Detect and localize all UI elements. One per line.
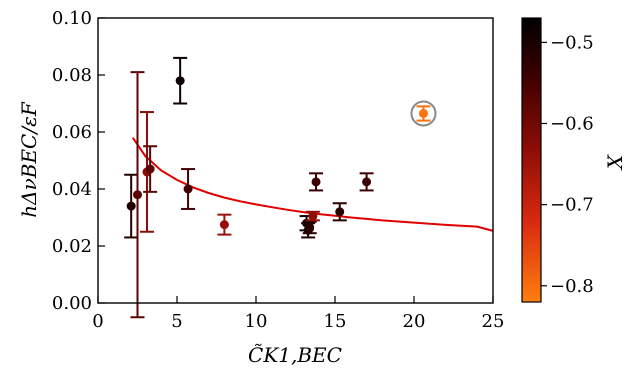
x-tick-label: 15 — [324, 311, 347, 332]
x-axis-title: C̃K1,BEC — [248, 343, 342, 367]
colorbar-ticks: −0.5 −0.6 −0.7 −0.8 — [541, 32, 594, 297]
data-point — [217, 213, 232, 236]
plot-frame — [97, 17, 494, 304]
y-tick-label: 0.08 — [52, 65, 92, 86]
data-point — [130, 71, 145, 319]
marker — [175, 76, 185, 86]
marker — [145, 164, 155, 174]
x-tick-label: 25 — [482, 311, 505, 332]
y-tick-label: 0.06 — [52, 122, 92, 143]
marker — [183, 184, 193, 194]
y-tick-label: 0.02 — [52, 236, 92, 257]
x-tick-label: 10 — [245, 311, 268, 332]
x-tick-label: 0 — [92, 311, 103, 332]
marker — [126, 201, 136, 211]
y-tick-label: 0.04 — [52, 179, 92, 200]
colorbar-tick-label: −0.5 — [550, 32, 594, 53]
x-axis-ticks: 0 5 10 15 20 25 — [92, 296, 504, 332]
colorbar-title: X — [603, 154, 627, 171]
highlight-ring — [410, 100, 437, 127]
data-points-layer — [124, 56, 437, 319]
x-tick-label: 20 — [403, 311, 426, 332]
data-point — [143, 145, 158, 193]
y-tick-label: 0.00 — [52, 293, 92, 314]
y-tick-label: 0.10 — [52, 8, 92, 29]
data-point — [332, 202, 347, 222]
marker — [335, 207, 345, 217]
data-point — [173, 56, 188, 105]
data-point — [410, 100, 437, 127]
data-point — [359, 172, 374, 192]
marker — [133, 190, 142, 200]
marker — [308, 211, 318, 221]
colorbar-tick-label: −0.7 — [550, 195, 594, 216]
marker — [305, 222, 315, 232]
colorbar-tick-label: −0.6 — [550, 113, 594, 134]
y-axis-ticks: 0.00 0.02 0.04 0.06 0.08 0.10 — [52, 8, 105, 314]
y-axis-title: hΔνBEC/εF — [17, 101, 41, 218]
marker — [418, 108, 428, 118]
data-point — [309, 172, 324, 192]
data-point — [124, 173, 139, 239]
data-point — [302, 220, 317, 235]
data-point — [305, 210, 320, 222]
colorbar-tick-label: −0.8 — [550, 276, 594, 297]
x-tick-label: 5 — [171, 311, 182, 332]
marker — [362, 177, 372, 187]
marker — [311, 177, 321, 187]
data-point — [181, 168, 196, 210]
colorbar — [521, 17, 542, 303]
marker — [219, 220, 229, 230]
